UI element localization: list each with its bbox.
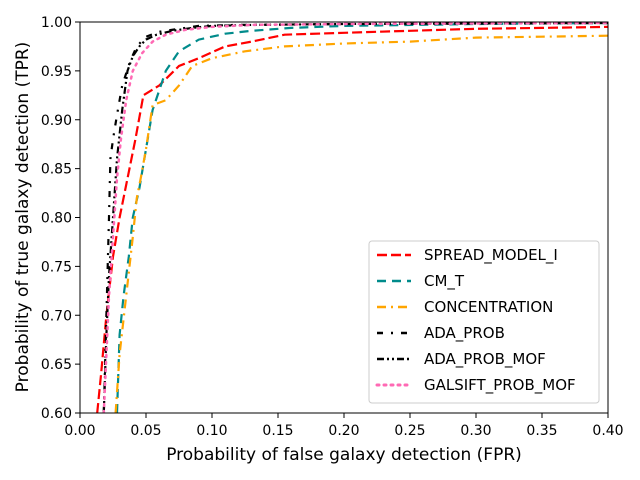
y-tick-label: 0.60	[41, 406, 72, 422]
legend-frame	[368, 240, 600, 404]
y-axis-label: Probability of true galaxy detection (TP…	[13, 42, 33, 393]
y-tick-label: 0.70	[41, 308, 72, 324]
x-axis-label: Probability of false galaxy detection (F…	[166, 445, 522, 465]
plot-frame	[79, 21, 609, 414]
x-tick-label: 0.35	[526, 423, 557, 439]
x-tick-label: 0.00	[64, 423, 95, 439]
legend-label: SPREAD_MODEL_I	[424, 246, 558, 265]
x-tick-label: 0.40	[592, 423, 623, 439]
legend-label: ADA_PROB	[424, 324, 505, 343]
series-line-concentration	[114, 34, 608, 413]
legend-label: ADA_PROB_MOF	[424, 350, 546, 369]
y-tick-label: 0.85	[41, 162, 72, 178]
y-axis-ticks: 0.60 0.65 0.70 0.75 0.80 0.85 0.90 0.95 1.00	[41, 15, 80, 422]
legend-label: CM_T	[424, 272, 465, 291]
x-tick-label: 0.20	[328, 423, 359, 439]
y-tick-label: 0.65	[41, 357, 72, 373]
series-line-spread-model-i	[96, 25, 608, 413]
y-tick-label: 0.90	[41, 113, 72, 129]
legend-label: GALSIFT_PROB_MOF	[424, 376, 576, 395]
legend-label: CONCENTRATION	[424, 298, 553, 316]
series-line-cm-t	[115, 22, 608, 413]
legend: SPREAD_MODEL_I CM_T CONCENTRATION ADA_PROB A…	[368, 240, 600, 404]
x-tick-label: 0.05	[130, 423, 161, 439]
x-tick-label: 0.15	[262, 423, 293, 439]
y-tick-label: 1.00	[41, 15, 72, 31]
series-layer	[96, 22, 608, 413]
x-tick-label: 0.10	[196, 423, 227, 439]
x-tick-label: 0.30	[460, 423, 491, 439]
y-tick-label: 0.80	[41, 211, 72, 227]
x-axis-ticks: 0.00 0.05 0.10 0.15 0.20 0.25 0.30 0.35 0.40	[64, 413, 624, 439]
series-line-galsift-prob-mof	[102, 22, 608, 413]
y-tick-label: 0.75	[41, 259, 72, 275]
x-tick-label: 0.25	[394, 423, 425, 439]
y-tick-label: 0.95	[41, 64, 72, 80]
